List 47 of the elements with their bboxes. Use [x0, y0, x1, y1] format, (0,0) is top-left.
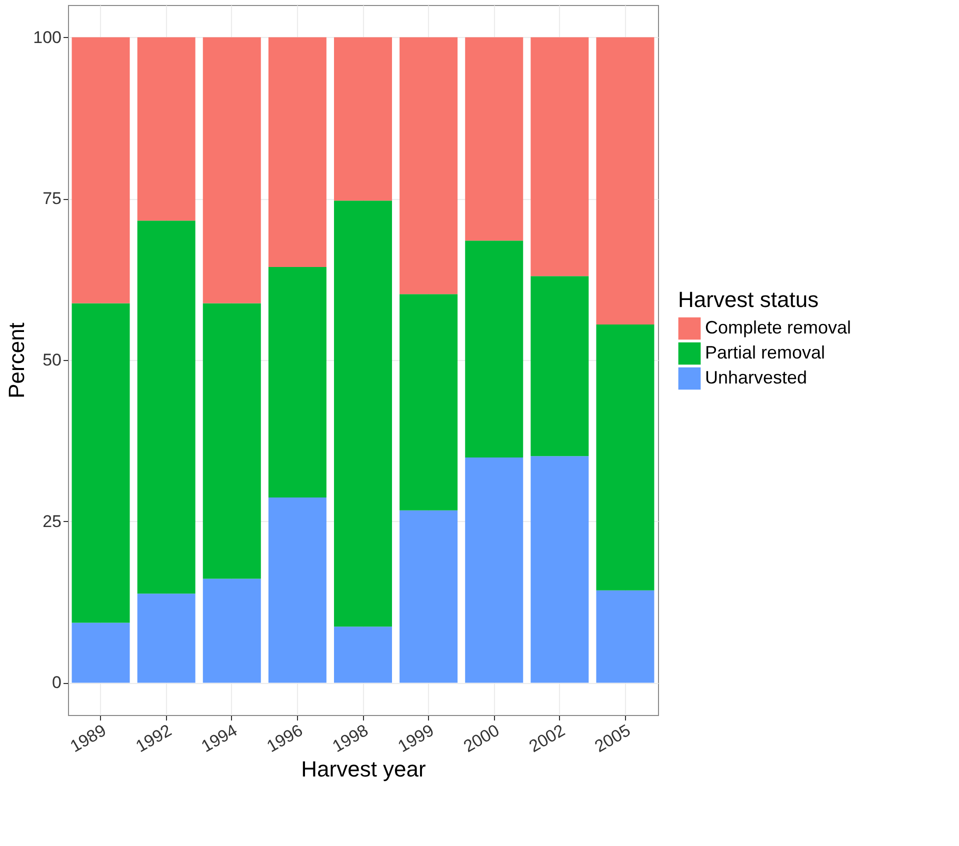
bar: [202, 578, 261, 683]
x-tick-label: 1998: [329, 720, 372, 756]
bar: [596, 324, 654, 590]
x-tick-label: 2000: [460, 720, 503, 756]
bar: [596, 37, 654, 324]
x-tick-label: 2005: [591, 720, 634, 756]
bar: [137, 37, 196, 221]
bar: [202, 303, 261, 579]
bar: [530, 276, 589, 456]
y-tick-label: 25: [42, 512, 62, 531]
x-tick-label: 1992: [132, 720, 175, 756]
bar: [465, 240, 524, 458]
y-tick-label: 0: [52, 673, 62, 692]
x-tick-label: 1996: [264, 720, 306, 756]
bar: [465, 37, 524, 241]
bar: [334, 200, 392, 627]
bar: [268, 37, 326, 268]
bar: [334, 626, 392, 683]
legend-label: Complete removal: [705, 318, 852, 338]
legend-label: Partial removal: [705, 342, 826, 362]
y-tick-label: 50: [42, 350, 62, 370]
bar: [400, 510, 458, 683]
bar: [268, 267, 326, 498]
x-tick-label: 2002: [526, 720, 568, 756]
bar: [530, 456, 589, 683]
bar: [400, 294, 458, 510]
bar: [72, 37, 130, 304]
y-tick-label: 100: [33, 28, 62, 47]
bar: [137, 220, 196, 594]
bar: [268, 497, 326, 683]
bar: [137, 594, 196, 683]
x-tick-label: 1999: [394, 720, 438, 756]
bar: [72, 303, 130, 623]
y-tick-label: 75: [42, 189, 62, 208]
bar: [334, 37, 392, 201]
x-tick-label: 1994: [198, 720, 240, 756]
legend-label: Unharvested: [705, 368, 808, 388]
bar: [465, 457, 524, 683]
legend-title: Harvest status: [678, 287, 819, 312]
bar: [72, 622, 130, 683]
x-tick-label: 1989: [67, 720, 110, 756]
bar: [530, 37, 589, 276]
x-axis-title: Harvest year: [301, 756, 426, 782]
bar: [596, 590, 654, 683]
bar: [202, 37, 261, 304]
bar: [400, 37, 458, 294]
y-axis-title: Percent: [4, 322, 30, 398]
